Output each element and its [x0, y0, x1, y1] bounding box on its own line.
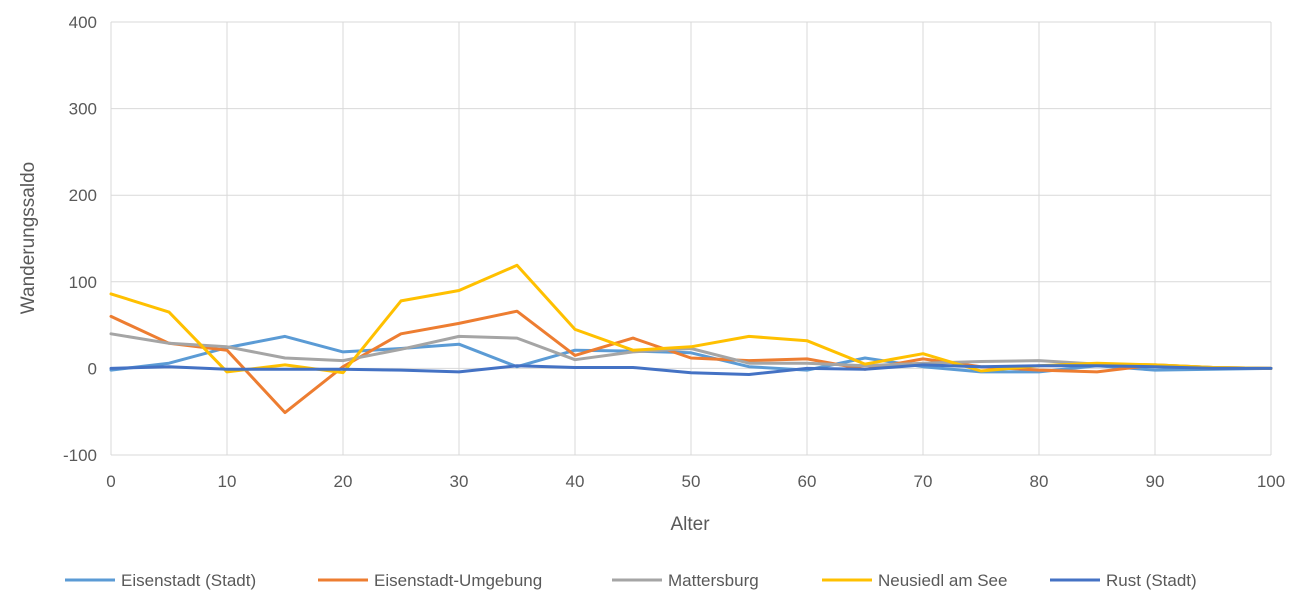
x-tick-label: 80 [1030, 472, 1049, 491]
x-tick-labels: 0 10 20 30 40 50 60 70 80 90 100 [106, 472, 1285, 491]
legend-item: Neusiedl am See [822, 571, 1007, 590]
legend-item: Mattersburg [612, 571, 759, 590]
x-tick-label: 0 [106, 472, 115, 491]
y-tick-labels: -100 0 100 200 300 400 [63, 13, 97, 465]
legend-item: Rust (Stadt) [1050, 571, 1197, 590]
x-tick-label: 70 [914, 472, 933, 491]
legend-label: Eisenstadt-Umgebung [374, 571, 542, 590]
legend: Eisenstadt (Stadt) Eisenstadt-Umgebung Mat… [65, 571, 1197, 590]
series-line [109, 309, 1273, 415]
x-tick-label: 10 [218, 472, 237, 491]
x-tick-label: 40 [566, 472, 585, 491]
x-tick-label: 50 [682, 472, 701, 491]
x-tick-label: 60 [798, 472, 817, 491]
x-tick-label: 90 [1146, 472, 1165, 491]
series-line [109, 263, 1273, 375]
x-tick-label: 30 [450, 472, 469, 491]
y-tick-label: 400 [69, 13, 97, 32]
legend-item: Eisenstadt (Stadt) [65, 571, 256, 590]
series-line [109, 363, 1273, 376]
grid-lines [110, 21, 1272, 456]
y-tick-label: 300 [69, 100, 97, 119]
y-tick-label: 200 [69, 186, 97, 205]
legend-label: Eisenstadt (Stadt) [121, 571, 256, 590]
y-tick-label: 0 [88, 359, 97, 378]
series-line [109, 334, 1273, 374]
y-axis-title: Wanderungssaldo [18, 162, 39, 314]
y-tick-label: 100 [69, 273, 97, 292]
x-axis-title: Alter [670, 514, 710, 535]
x-tick-label: 20 [334, 472, 353, 491]
legend-item: Eisenstadt-Umgebung [318, 571, 542, 590]
y-tick-label: -100 [63, 446, 97, 465]
x-tick-label: 100 [1257, 472, 1285, 491]
series-lines [109, 263, 1273, 415]
legend-label: Neusiedl am See [878, 571, 1007, 590]
legend-label: Rust (Stadt) [1106, 571, 1197, 590]
legend-label: Mattersburg [668, 571, 759, 590]
